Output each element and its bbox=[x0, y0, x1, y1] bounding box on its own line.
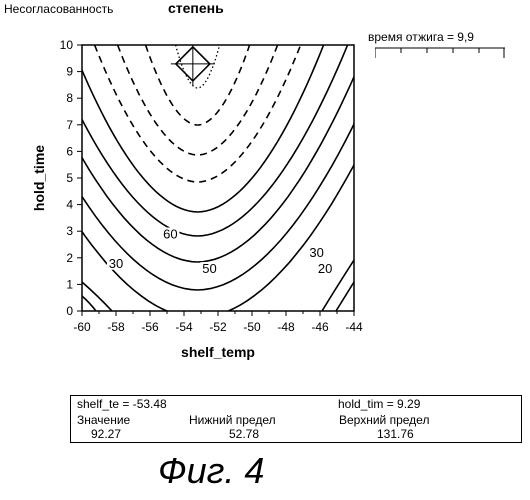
lower-limit-value: 52.78 bbox=[229, 427, 259, 441]
x-tick-label: -58 bbox=[107, 320, 125, 334]
y-tick-label: 1 bbox=[66, 277, 73, 291]
prediction-info-box: shelf_te = -53.48 hold_tim = 9.29 Значен… bbox=[70, 395, 522, 443]
x-tick-label: -60 bbox=[73, 320, 91, 334]
y-tick-label: 5 bbox=[66, 171, 73, 185]
contour-label: 50 bbox=[202, 261, 216, 276]
x-tick-label: -52 bbox=[209, 320, 227, 334]
contour-line bbox=[82, 296, 96, 311]
contour-label: 60 bbox=[163, 227, 177, 242]
shelf-temp-readout: shelf_te = -53.48 bbox=[77, 397, 167, 411]
y-tick-label: 3 bbox=[66, 224, 73, 238]
contour-plot: -60-58-56-54-52-50-48-46-44012345678910 … bbox=[0, 0, 530, 395]
contour-line bbox=[48, 45, 348, 236]
contour-line bbox=[72, 45, 324, 212]
x-tick-label: -44 bbox=[345, 320, 363, 334]
contour-line bbox=[118, 45, 278, 155]
x-tick-label: -48 bbox=[277, 320, 295, 334]
contour-line bbox=[146, 45, 250, 125]
y-tick-label: 2 bbox=[66, 251, 73, 265]
y-tick-label: 10 bbox=[60, 38, 74, 52]
y-tick-label: 8 bbox=[66, 91, 73, 105]
upper-limit-value: 131.76 bbox=[377, 427, 414, 441]
contour-label: 30 bbox=[309, 245, 323, 260]
y-tick-label: 4 bbox=[66, 198, 73, 212]
hold-time-readout: hold_tim = 9.29 bbox=[338, 397, 420, 411]
contour-line bbox=[28, 45, 368, 262]
x-axis-label: shelf_temp bbox=[181, 344, 255, 360]
x-tick-label: -46 bbox=[311, 320, 329, 334]
upper-limit-label: Верхний предел bbox=[339, 413, 429, 427]
value-label: Значение bbox=[77, 413, 130, 427]
contour-line bbox=[82, 282, 112, 311]
y-axis-label: hold_time bbox=[31, 145, 47, 211]
lower-limit-label: Нижний предел bbox=[189, 413, 276, 427]
contour-line bbox=[95, 45, 301, 182]
figure-caption: Фиг. 4 bbox=[158, 450, 264, 492]
value-number: 92.27 bbox=[91, 427, 121, 441]
contour-line bbox=[336, 282, 354, 311]
contour-label: 30 bbox=[109, 256, 123, 271]
x-tick-label: -50 bbox=[243, 320, 261, 334]
x-tick-label: -54 bbox=[175, 320, 193, 334]
y-tick-label: 9 bbox=[66, 65, 73, 79]
x-tick-label: -56 bbox=[141, 320, 159, 334]
y-tick-label: 6 bbox=[66, 144, 73, 158]
y-tick-label: 0 bbox=[66, 304, 73, 318]
y-tick-label: 7 bbox=[66, 118, 73, 132]
contour-label: 20 bbox=[318, 261, 332, 276]
